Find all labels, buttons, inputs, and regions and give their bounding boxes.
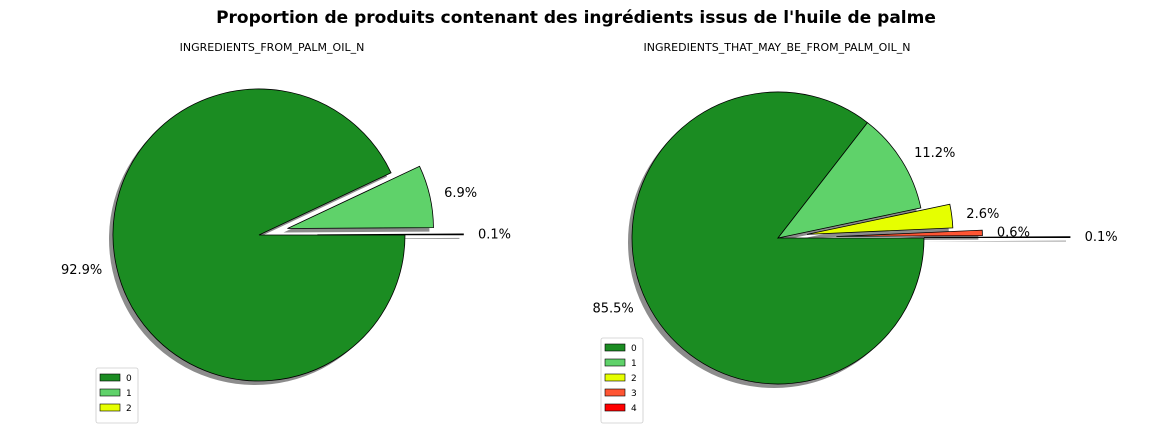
legend-label-0: 0 bbox=[126, 374, 132, 384]
legend: 0 1 2 bbox=[95, 367, 139, 424]
wedge-layer bbox=[112, 88, 464, 382]
slice-value-label: 92.9% bbox=[61, 263, 102, 278]
pie-chart-may-be-palm-oil: INGREDIENTS_THAT_MAY_BE_FROM_PALM_OIL_N … bbox=[592, 41, 1118, 424]
pie-slice-1 bbox=[777, 122, 922, 239]
legend-label-3: 3 bbox=[631, 389, 637, 399]
legend-swatch-3 bbox=[604, 388, 626, 397]
legend-swatch-0 bbox=[604, 343, 626, 352]
slice-value-label: 2.6% bbox=[966, 207, 999, 222]
wedge-layer bbox=[631, 91, 1071, 385]
slice-value-label: 6.9% bbox=[444, 186, 477, 201]
pie-slice-2 bbox=[317, 233, 464, 236]
slice-value-label: 0.6% bbox=[997, 226, 1030, 241]
legend-label-2: 2 bbox=[126, 404, 132, 414]
pie-slice-1 bbox=[287, 165, 434, 229]
chart-title: INGREDIENTS_FROM_PALM_OIL_N bbox=[180, 41, 365, 54]
chart-title: INGREDIENTS_THAT_MAY_BE_FROM_PALM_OIL_N bbox=[644, 41, 911, 54]
legend-label-1: 1 bbox=[631, 359, 637, 369]
legend-label-1: 1 bbox=[126, 389, 132, 399]
legend-swatch-1 bbox=[604, 358, 626, 367]
slice-shadow bbox=[919, 240, 1067, 242]
legend: 0 1 2 3 4 bbox=[600, 337, 644, 424]
legend-label-2: 2 bbox=[631, 374, 637, 384]
legend-label-4: 4 bbox=[631, 404, 637, 414]
legend-swatch-4 bbox=[604, 403, 626, 412]
slice-value-label: 85.5% bbox=[592, 302, 633, 317]
slice-value-label: 0.1% bbox=[1085, 230, 1118, 245]
legend-label-0: 0 bbox=[631, 344, 637, 354]
legend-swatch-2 bbox=[604, 373, 626, 382]
pie-slice-3 bbox=[836, 229, 983, 237]
pie-slice-4 bbox=[923, 236, 1071, 238]
pie-slice-0 bbox=[112, 88, 406, 382]
legend-swatch-2 bbox=[99, 403, 121, 412]
pie-chart-palm-oil: INGREDIENTS_FROM_PALM_OIL_N 92.9% 6.9% 0.1… bbox=[61, 41, 511, 424]
figure-title: Proportion de produits contenant des ing… bbox=[216, 8, 936, 28]
slice-value-label: 11.2% bbox=[914, 146, 955, 161]
legend-swatch-1 bbox=[99, 388, 121, 397]
pie-slice-2 bbox=[806, 203, 954, 235]
slice-value-label: 0.1% bbox=[478, 227, 511, 242]
label-layer: 92.9% 6.9% 0.1% bbox=[61, 186, 511, 278]
label-layer: 85.5% 11.2% 2.6% 0.6% 0.1% bbox=[592, 146, 1117, 317]
legend-swatch-0 bbox=[99, 373, 121, 382]
